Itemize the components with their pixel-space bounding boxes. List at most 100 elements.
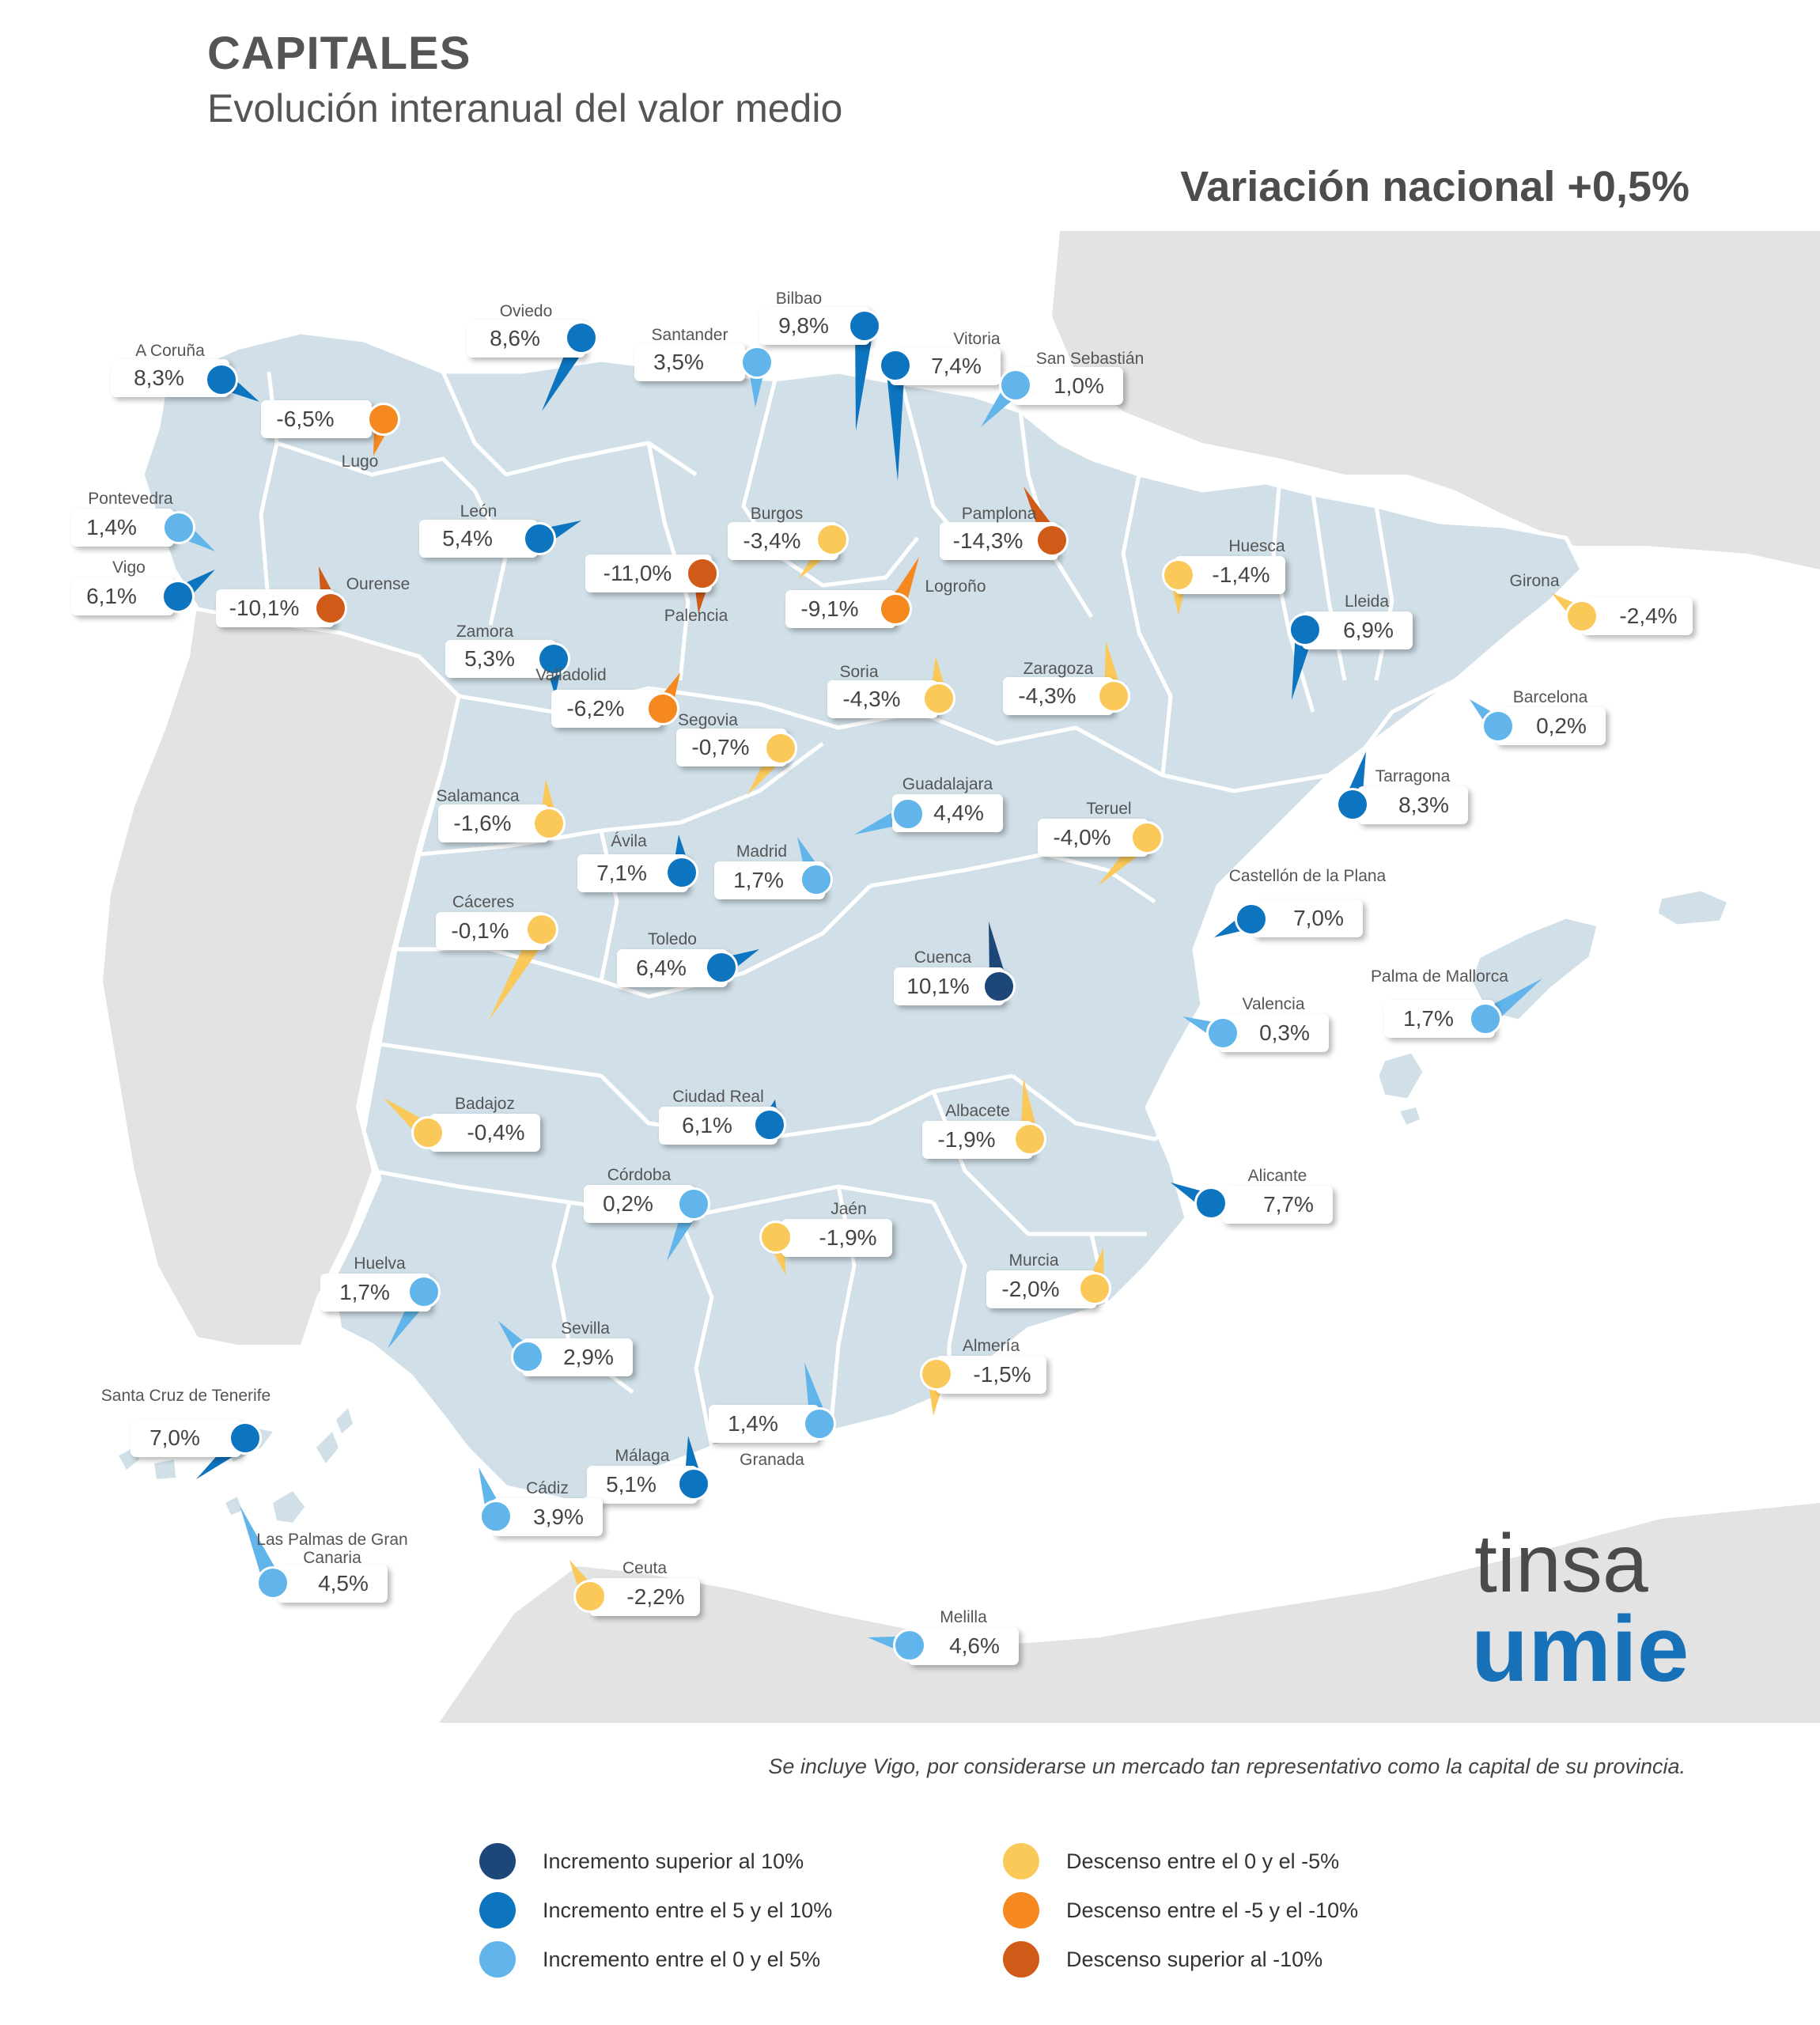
marker-dot[interactable] (800, 863, 833, 896)
marker-dot[interactable] (982, 970, 1016, 1003)
city-name: Soria (839, 663, 879, 681)
marker-dot[interactable] (1162, 558, 1195, 592)
city-name: Madrid (736, 842, 788, 861)
city-name: Teruel (1086, 800, 1132, 818)
legend-swatch (479, 1892, 516, 1928)
marker-dot[interactable] (1469, 1002, 1502, 1035)
pointer-4 (886, 365, 905, 481)
marker-dot[interactable] (999, 369, 1032, 402)
marker-dot[interactable] (565, 321, 598, 354)
marker-dot[interactable] (1481, 710, 1515, 743)
marker-dot[interactable] (314, 592, 347, 625)
marker-dot[interactable] (1336, 788, 1369, 821)
marker-dot[interactable] (922, 682, 955, 715)
marker-dot[interactable] (1235, 903, 1268, 936)
marker-dot[interactable] (764, 732, 797, 765)
marker-dot[interactable] (205, 363, 238, 396)
marker-dot[interactable] (740, 346, 774, 379)
value-box: -1,5% (936, 1356, 1046, 1394)
logo-graphic: tinsa umie (1471, 1518, 1689, 1701)
city-name: León (460, 502, 498, 520)
value-box: 3,9% (492, 1498, 603, 1536)
marker-dot[interactable] (411, 1116, 445, 1149)
marker-dot[interactable] (677, 1187, 710, 1221)
city-name: Valencia (1242, 995, 1305, 1013)
value-box: -9,1% (785, 590, 896, 628)
marker-dot[interactable] (537, 642, 570, 676)
marker-dot[interactable] (532, 807, 566, 840)
marker-dot[interactable] (1288, 613, 1322, 646)
marker-dot[interactable] (162, 511, 195, 544)
city-name: Valladolid (535, 666, 607, 684)
marker-dot[interactable] (891, 797, 925, 831)
marker-dot[interactable] (879, 349, 912, 382)
city-name: Lugo (341, 452, 379, 471)
city-name: Albacete (945, 1102, 1010, 1120)
marker-dot[interactable] (511, 1340, 544, 1373)
marker-dot[interactable] (759, 1221, 793, 1254)
legend-swatch (479, 1941, 516, 1978)
value-box: 7,4% (890, 347, 1001, 385)
national-variation: Variación nacional +0,5% (1180, 163, 1689, 210)
marker-dot[interactable] (879, 592, 912, 626)
marker-dot[interactable] (1206, 1016, 1239, 1050)
city-name: Málaga (615, 1447, 670, 1465)
value-box: -0,4% (429, 1114, 540, 1152)
value-box: -1,6% (438, 804, 549, 842)
value-box: -10,1% (216, 589, 335, 627)
legend-swatch (1003, 1843, 1039, 1879)
marker-dot[interactable] (665, 856, 698, 889)
marker-dot[interactable] (1565, 600, 1599, 633)
value-box: -6,5% (261, 400, 372, 438)
marker-dot[interactable] (1078, 1272, 1111, 1305)
city-name: Oviedo (499, 302, 553, 320)
marker-dot[interactable] (686, 557, 719, 590)
marker-dot[interactable] (646, 692, 679, 725)
marker-dot[interactable] (256, 1566, 289, 1599)
marker-dot[interactable] (367, 403, 400, 436)
formentera-island (1400, 1107, 1420, 1125)
marker-dot[interactable] (1013, 1122, 1046, 1156)
page-subtitle: Evolución interanual del valor medio (207, 86, 843, 131)
city-name: Badajoz (455, 1095, 515, 1113)
marker-dot[interactable] (1130, 821, 1164, 854)
logo-line-1: tinsa (1474, 1519, 1648, 1610)
marker-dot[interactable] (523, 522, 556, 555)
marker-dot[interactable] (753, 1108, 786, 1141)
pointer-3 (855, 325, 874, 431)
city-name: Lleida (1344, 592, 1390, 611)
marker-dot[interactable] (161, 580, 195, 613)
city-name: Bilbao (775, 290, 823, 308)
marker-dot[interactable] (677, 1467, 710, 1501)
city-name: Murcia (1008, 1251, 1059, 1270)
france-landmass (1052, 231, 1820, 570)
city-name: Sevilla (561, 1319, 610, 1338)
marker-dot[interactable] (848, 309, 881, 343)
marker-dot[interactable] (893, 1629, 926, 1662)
menorca-island (1655, 888, 1730, 927)
city-name: Almería (962, 1337, 1020, 1355)
marker-dot[interactable] (525, 913, 558, 946)
city-name: Ourense (346, 575, 411, 593)
legend-label: Descenso entre el -5 y el -10% (1066, 1898, 1359, 1922)
marker-dot[interactable] (407, 1275, 441, 1308)
marker-dot[interactable] (573, 1580, 607, 1613)
marker-dot[interactable] (815, 523, 849, 556)
value-box: -4,0% (1038, 819, 1148, 857)
city-name: Cuenca (914, 948, 972, 967)
marker-dot[interactable] (1097, 679, 1130, 713)
marker-dot[interactable] (1194, 1187, 1228, 1220)
marker-dot[interactable] (705, 951, 738, 984)
marker-dot[interactable] (803, 1407, 836, 1440)
marker-dot[interactable] (229, 1421, 262, 1455)
city-name: Santander (651, 326, 728, 344)
north-africa-landmass (439, 1503, 1820, 1723)
value-box: 3,5% (634, 343, 745, 381)
marker-dot[interactable] (920, 1357, 953, 1391)
marker-dot[interactable] (479, 1500, 513, 1533)
value-box: 6,1% (71, 577, 174, 615)
city-name: Ávila (611, 832, 647, 850)
value-box: -6,2% (551, 690, 662, 728)
marker-dot[interactable] (1035, 524, 1069, 557)
city-name: Toledo (648, 930, 697, 948)
